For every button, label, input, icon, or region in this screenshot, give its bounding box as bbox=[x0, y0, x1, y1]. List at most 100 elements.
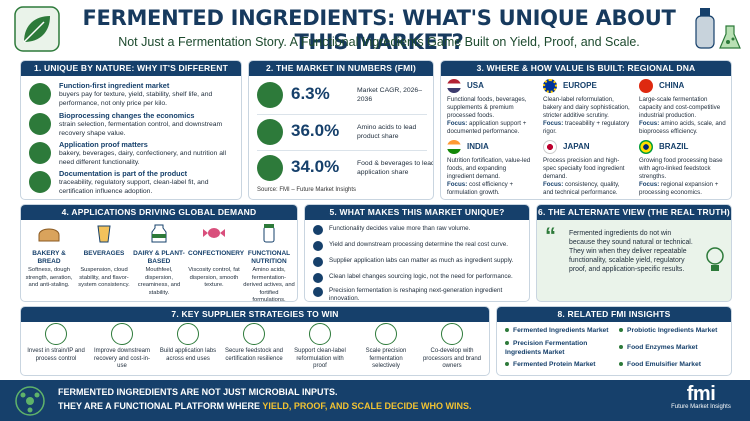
strategy-item: Invest in strain/IP and process control bbox=[25, 323, 87, 363]
application-dairy: DAIRY & PLANT-BASED Mouthfeel, dispersio… bbox=[133, 223, 185, 297]
region-focus-text: regional expansion + processing economic… bbox=[639, 181, 719, 196]
region-name: INDIA bbox=[467, 142, 489, 151]
leaf-icon bbox=[309, 323, 331, 345]
applications-panel: 4. APPLICATIONS DRIVING GLOBAL DEMAND BA… bbox=[20, 204, 298, 302]
bullet-icon bbox=[619, 345, 623, 350]
regions-heading: 3. WHERE & HOW VALUE IS BUILT: REGIONAL … bbox=[441, 61, 731, 76]
region-focus-text: cost efficiency + formulation growth. bbox=[447, 181, 514, 196]
stat-value: 36.0% bbox=[291, 121, 340, 140]
divider bbox=[257, 150, 427, 151]
india-flag-icon bbox=[447, 140, 461, 154]
stat-row: 6.3% Market CAGR, 2026–2036 bbox=[257, 80, 433, 112]
stat-label: Market CAGR, 2026–2036 bbox=[357, 87, 422, 103]
molecule-icon bbox=[257, 119, 283, 145]
unique-point-text: Clean label changes sourcing logic, not … bbox=[329, 273, 513, 280]
shield-icon bbox=[243, 323, 265, 345]
insight-label: Fermented Ingredients Market bbox=[513, 327, 609, 334]
region-name: USA bbox=[467, 81, 484, 90]
region-desc: Process precision and high-spec specialt… bbox=[543, 157, 625, 180]
stat-value: 6.3% bbox=[291, 84, 330, 103]
insight-label: Probiotic Ingredients Market bbox=[627, 327, 718, 334]
strategy-text: Secure feedstock and certification resil… bbox=[224, 348, 284, 362]
region-focus-text: application support + documented perform… bbox=[447, 120, 527, 135]
brand-mark: fmi bbox=[686, 383, 716, 405]
makes-unique-heading: 5. WHAT MAKES THIS MARKET UNIQUE? bbox=[305, 205, 529, 220]
unique-heading: 1. UNIQUE BY NATURE: WHY IT'S DIFFERENT bbox=[21, 61, 241, 76]
page-title: FERMENTED INGREDIENTS: WHAT'S UNIQUE ABO… bbox=[82, 6, 676, 54]
region-desc: Clean-label reformulation, bakery and da… bbox=[543, 96, 630, 119]
application-title: CONFECTIONERY bbox=[188, 250, 245, 257]
bullet-icon bbox=[505, 341, 509, 346]
chart-icon bbox=[257, 82, 283, 108]
unique-item-desc: bakery, beverages, dairy, confectionery,… bbox=[59, 150, 226, 166]
footer-line-2-prefix: THEY ARE A FUNCTIONAL PLATFORM WHERE bbox=[58, 401, 263, 411]
numbers-heading: 2. THE MARKET IN NUMBERS (FMI) bbox=[249, 61, 433, 76]
region-focus: Focus: application support + documented … bbox=[447, 120, 535, 136]
brazil-flag-icon bbox=[639, 140, 653, 154]
supplement-icon bbox=[263, 224, 275, 243]
application-desc: Amino acids, fermentation-derived active… bbox=[243, 267, 295, 302]
application-title: FUNCTIONAL NUTRITION bbox=[247, 250, 291, 265]
footer-line-2: THEY ARE A FUNCTIONAL PLATFORM WHERE YIE… bbox=[58, 401, 472, 411]
unique-item-title: Documentation is part of the product bbox=[59, 169, 188, 178]
gear-icon bbox=[29, 83, 51, 105]
insight-label: Precision Fermentation Ingredients Marke… bbox=[505, 340, 588, 356]
insight-link[interactable]: Food Enzymes Market bbox=[619, 344, 731, 353]
quote-mark: “ bbox=[545, 223, 556, 248]
stat-value: 34.0% bbox=[291, 157, 340, 176]
strategy-text: Co-develop with processors and brand own… bbox=[422, 348, 482, 369]
lab-icon bbox=[177, 323, 199, 345]
region-name: BRAZIL bbox=[659, 142, 689, 151]
unique-point-text: Supplier application labs can matter as … bbox=[329, 257, 514, 264]
insight-link[interactable]: Probiotic Ingredients Market bbox=[619, 327, 731, 336]
focus-label: Focus: bbox=[639, 120, 660, 127]
focus-label: Focus: bbox=[543, 181, 564, 188]
focus-label: Focus: bbox=[543, 120, 564, 127]
supplier-strategies-panel: 7. KEY SUPPLIER STRATEGIES TO WIN Invest… bbox=[20, 306, 490, 376]
strategy-item: Build application labs across end uses bbox=[157, 323, 219, 363]
japan-flag-icon bbox=[543, 140, 557, 154]
application-desc: Softness, dough strength, aeration, and … bbox=[25, 267, 73, 288]
related-insights-panel: 8. RELATED FMI INSIGHTS Fermented Ingred… bbox=[496, 306, 732, 376]
bullet-icon bbox=[313, 257, 323, 267]
lightbulb-icon bbox=[706, 247, 724, 271]
strategy-item: Support clean-label reformulation with p… bbox=[289, 323, 351, 371]
stat-label: Amino acids to lead product share bbox=[357, 124, 417, 140]
region-focus: Focus: traceability + regulatory rigor. bbox=[543, 120, 631, 136]
bullet-icon bbox=[619, 328, 623, 333]
insight-label: Fermented Protein Market bbox=[513, 361, 596, 368]
document-icon bbox=[29, 171, 51, 193]
application-title: DAIRY & PLANT-BASED bbox=[133, 250, 185, 265]
unique-item-title: Bioprocessing changes the economics bbox=[59, 111, 195, 120]
strategy-text: Scale precision fermentation selectively bbox=[365, 348, 407, 369]
region-focus-text: consistency, quality, and technical perf… bbox=[543, 181, 620, 196]
application-confectionery: CONFECTIONERY Viscosity control, fat dis… bbox=[188, 223, 245, 290]
strategy-item: Secure feedstock and certification resil… bbox=[223, 323, 285, 363]
strategy-text: Support clean-label reformulation with p… bbox=[294, 348, 346, 369]
molecule-icon bbox=[15, 386, 45, 416]
handshake-icon bbox=[441, 323, 463, 345]
unique-item-desc: buyers pay for texture, yield, stability… bbox=[59, 91, 213, 107]
food-icon bbox=[257, 155, 283, 181]
region-focus-text: amino acids, scale, and bioprocess effic… bbox=[639, 120, 726, 135]
insight-link[interactable]: Precision Fermentation Ingredients Marke… bbox=[505, 340, 615, 357]
candy-icon bbox=[203, 228, 225, 238]
bullet-icon bbox=[505, 362, 509, 367]
unique-point-text: Precision fermentation is reshaping next… bbox=[329, 287, 503, 302]
application-desc: Mouthfeel, dispersion, creaminess, and s… bbox=[137, 267, 181, 296]
application-desc: Viscosity control, fat dispersion, smoot… bbox=[188, 267, 240, 288]
header: FERMENTED INGREDIENTS: WHAT'S UNIQUE ABO… bbox=[0, 0, 750, 58]
application-nutrition: FUNCTIONAL NUTRITION Amino acids, fermen… bbox=[243, 223, 295, 302]
region-desc: Nutrition fortification, value-led foods… bbox=[447, 157, 531, 180]
region-desc: Growing food processing base with agro-l… bbox=[639, 157, 723, 180]
recycle-icon bbox=[111, 323, 133, 345]
leaf-logo-icon bbox=[14, 6, 60, 52]
insight-link[interactable]: Food Emulsifier Market bbox=[619, 361, 731, 370]
insight-link[interactable]: Fermented Ingredients Market bbox=[505, 327, 615, 336]
insight-link[interactable]: Fermented Protein Market bbox=[505, 361, 615, 370]
unique-item-title: Application proof matters bbox=[59, 140, 148, 149]
flask-icon bbox=[375, 323, 397, 345]
process-icon bbox=[29, 113, 51, 135]
bowl-icon bbox=[29, 142, 51, 164]
eu-flag-icon bbox=[543, 79, 557, 93]
